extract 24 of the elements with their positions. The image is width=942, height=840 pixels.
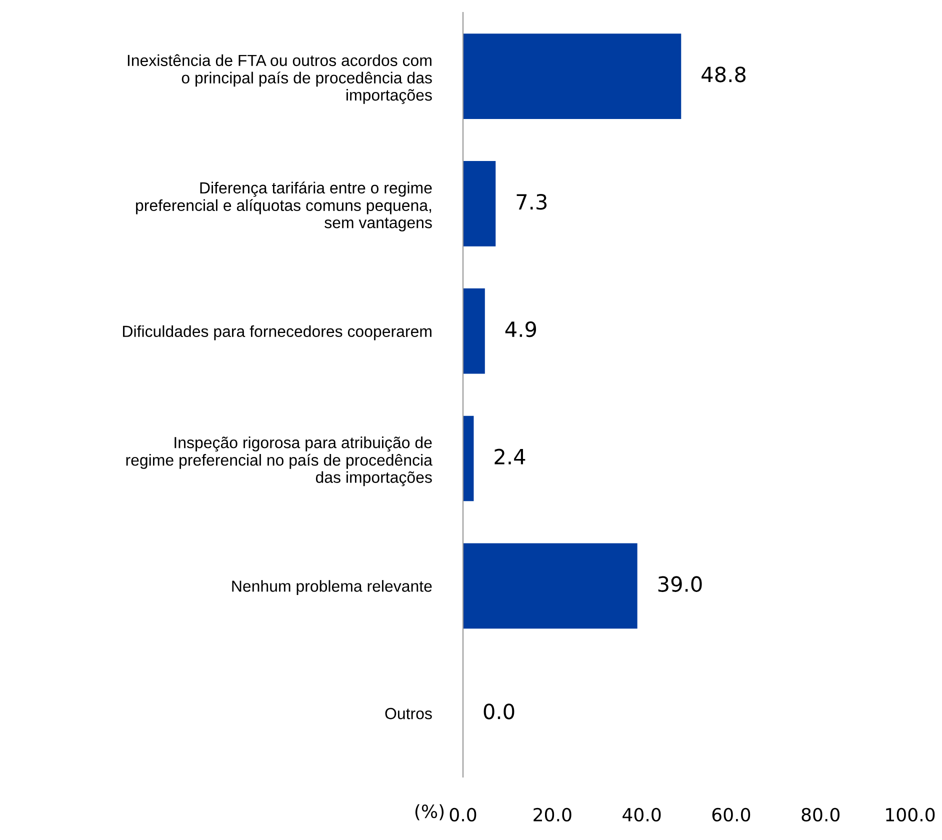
data-label: 0.0 — [484, 704, 514, 720]
bar — [463, 34, 682, 119]
x-tick-label: 40.0 — [622, 808, 661, 822]
y-tick-label: Nenhum problema relevante — [232, 580, 432, 595]
x-tick-label: 60.0 — [712, 808, 750, 822]
y-tick-label: Inexistência de FTA ou outros acordos com o principal país de procedência das importações — [128, 54, 432, 104]
y-tick-label: Dificuldades para fornecedores cooperarem — [123, 325, 432, 340]
bar — [463, 288, 485, 374]
bar — [463, 416, 474, 502]
data-label: 48.8 — [702, 66, 746, 82]
x-tick-label: 80.0 — [802, 808, 840, 822]
y-tick-label: Diferença tarifária entre o regime preferencial e alíquotas comuns pequena, sem vantagens — [136, 182, 432, 232]
data-label: 4.9 — [505, 321, 536, 338]
y-tick-label: Outros — [385, 708, 432, 720]
x-tick-label: 20.0 — [534, 808, 572, 822]
data-label: 7.3 — [516, 194, 547, 210]
bar — [463, 543, 638, 629]
y-tick-label: Inspeção rigorosa para atribuição de regime preferencial no país de procedência das importações — [126, 436, 432, 486]
data-label: 39.0 — [658, 576, 702, 592]
x-axis-title: (%) — [415, 804, 444, 820]
x-tick-label: 100.0 — [886, 808, 935, 822]
x-tick-label: 0.0 — [450, 808, 476, 822]
data-label: 2.4 — [494, 448, 526, 464]
bar — [463, 161, 496, 246]
